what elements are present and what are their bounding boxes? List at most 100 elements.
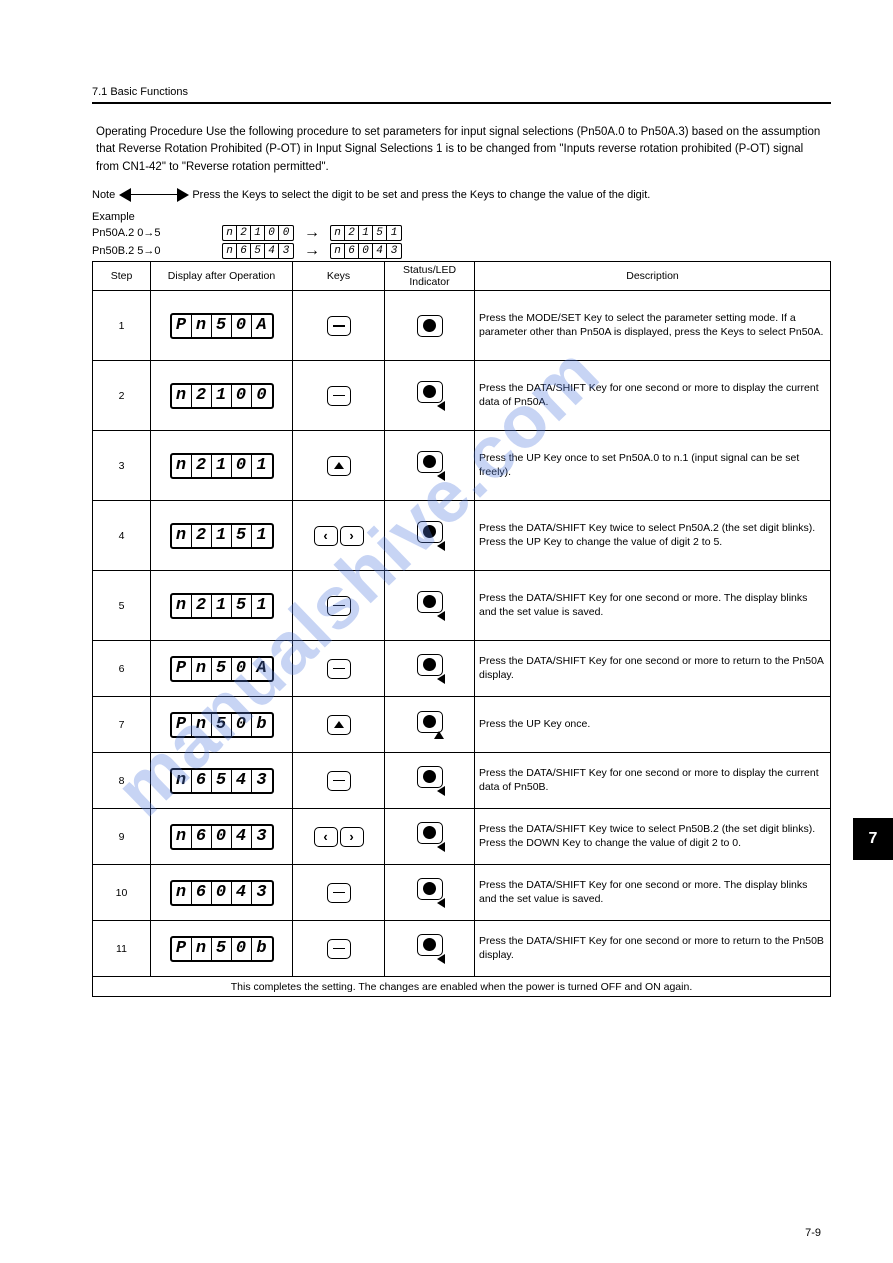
table-row: 7 Pn50b Press the UP Key once. <box>93 697 831 753</box>
lcd-display: n2101 <box>170 453 274 479</box>
data-shift-key-icon <box>327 939 351 959</box>
lcd-segment: 1 <box>212 455 232 477</box>
table-row: 5n2151Press the DATA/SHIFT Key for one s… <box>93 571 831 641</box>
step-cell: 7 <box>93 697 151 753</box>
lcd-segment: P <box>172 714 192 736</box>
led-cell <box>385 571 475 641</box>
keys-cell <box>293 291 385 361</box>
status-led-icon <box>417 451 443 481</box>
display-cell: Pn50b <box>151 697 293 753</box>
lcd-segment: 0 <box>232 938 252 960</box>
table-header-row: Step Display after Operation Keys Status… <box>93 262 831 291</box>
keys-cell: ‹› <box>293 809 385 865</box>
lcd-segment: P <box>172 938 192 960</box>
ex1-from-lcd: n 2 1 0 0 <box>222 225 294 241</box>
status-led-icon <box>417 381 443 411</box>
data-shift-key-icon <box>327 883 351 903</box>
lcd-segment: n <box>192 938 212 960</box>
lcd-segment: 1 <box>252 525 272 547</box>
indicator-left-icon <box>437 611 445 621</box>
keys-cell <box>293 431 385 501</box>
table-row: This completes the setting. The changes … <box>93 977 831 997</box>
data-shift-key-icon <box>327 771 351 791</box>
desc-cell: Press the UP Key once. <box>475 697 831 753</box>
lcd-segment: 4 <box>232 770 252 792</box>
data-shift-key-icon <box>327 659 351 679</box>
led-cell <box>385 291 475 361</box>
lcd-segment: 5 <box>212 315 232 337</box>
example-row-1: Pn50A.2 0→5 n 2 1 0 0 → n 2 1 5 1 <box>92 225 831 241</box>
led-cell <box>385 865 475 921</box>
up-key-icon <box>327 715 351 735</box>
lcd-display: Pn50A <box>170 313 274 339</box>
led-cell <box>385 753 475 809</box>
lcd-segment: 1 <box>252 595 272 617</box>
data-shift-key-icon <box>327 386 351 406</box>
lcd-segment: 1 <box>212 385 232 407</box>
lcd-segment: 5 <box>212 770 232 792</box>
lcd-display: n6043 <box>170 824 274 850</box>
lcd-segment: 0 <box>252 385 272 407</box>
table-row: 11Pn50bPress the DATA/SHIFT Key for one … <box>93 921 831 977</box>
desc-cell: Press the DATA/SHIFT Key for one second … <box>475 921 831 977</box>
lcd-display: n6543 <box>170 768 274 794</box>
lcd-segment: 0 <box>232 385 252 407</box>
lcd-segment: b <box>252 938 272 960</box>
display-cell: n6043 <box>151 865 293 921</box>
header-left: 7.1 Basic Functions <box>92 86 188 98</box>
lcd-segment: 5 <box>212 658 232 680</box>
col-step: Step <box>93 262 151 291</box>
lcd-segment: 0 <box>212 826 232 848</box>
lcd-segment: 6 <box>192 826 212 848</box>
table-row: 1Pn50APress the MODE/SET Key to select t… <box>93 291 831 361</box>
up-key-icon <box>327 456 351 476</box>
lcd-display: Pn50b <box>170 712 274 738</box>
lcd-segment: 0 <box>232 315 252 337</box>
display-cell: Pn50A <box>151 291 293 361</box>
led-cell <box>385 697 475 753</box>
col-desc: Description <box>475 262 831 291</box>
desc-cell: Press the DATA/SHIFT Key for one second … <box>475 641 831 697</box>
status-led-icon <box>417 315 443 337</box>
note-text: Press the Keys to select the digit to be… <box>192 189 650 201</box>
desc-cell: Press the DATA/SHIFT Key twice to select… <box>475 501 831 571</box>
keys-cell <box>293 753 385 809</box>
keys-cell <box>293 641 385 697</box>
data-shift-key-icon <box>327 596 351 616</box>
indicator-left-icon <box>437 471 445 481</box>
lcd-segment: n <box>192 714 212 736</box>
page-number: 7-9 <box>805 1227 821 1239</box>
status-led-icon <box>417 521 443 551</box>
led-cell <box>385 501 475 571</box>
lcd-display: n6043 <box>170 880 274 906</box>
lcd-display: Pn50A <box>170 656 274 682</box>
lcd-segment: 2 <box>192 455 212 477</box>
lcd-segment: 1 <box>252 455 272 477</box>
final-note: This completes the setting. The changes … <box>93 977 831 997</box>
step-cell: 1 <box>93 291 151 361</box>
display-cell: Pn50A <box>151 641 293 697</box>
step-cell: 11 <box>93 921 151 977</box>
lcd-segment: 1 <box>212 525 232 547</box>
example-block: Example Pn50A.2 0→5 n 2 1 0 0 → n 2 1 5 … <box>92 211 831 259</box>
procedure-table: Step Display after Operation Keys Status… <box>92 261 831 997</box>
led-cell <box>385 641 475 697</box>
table-row: 2n2100Press the DATA/SHIFT Key for one s… <box>93 361 831 431</box>
keys-cell <box>293 697 385 753</box>
display-cell: n6043 <box>151 809 293 865</box>
lcd-segment: n <box>172 595 192 617</box>
arrow-right-icon: → <box>304 225 320 241</box>
lcd-segment: 0 <box>212 882 232 904</box>
keys-cell <box>293 571 385 641</box>
status-led-icon <box>417 878 443 908</box>
ex1-label: Pn50A.2 0→5 <box>92 227 216 239</box>
lcd-display: n2100 <box>170 383 274 409</box>
step-cell: 3 <box>93 431 151 501</box>
desc-cell: Press the DATA/SHIFT Key for one second … <box>475 571 831 641</box>
table-row: 4n2151‹›Press the DATA/SHIFT Key twice t… <box>93 501 831 571</box>
left-key-icon: ‹ <box>314 827 338 847</box>
lcd-segment: n <box>172 525 192 547</box>
desc-cell: Press the DATA/SHIFT Key twice to select… <box>475 809 831 865</box>
display-cell: n6543 <box>151 753 293 809</box>
desc-cell: Press the UP Key once to set Pn50A.0 to … <box>475 431 831 501</box>
